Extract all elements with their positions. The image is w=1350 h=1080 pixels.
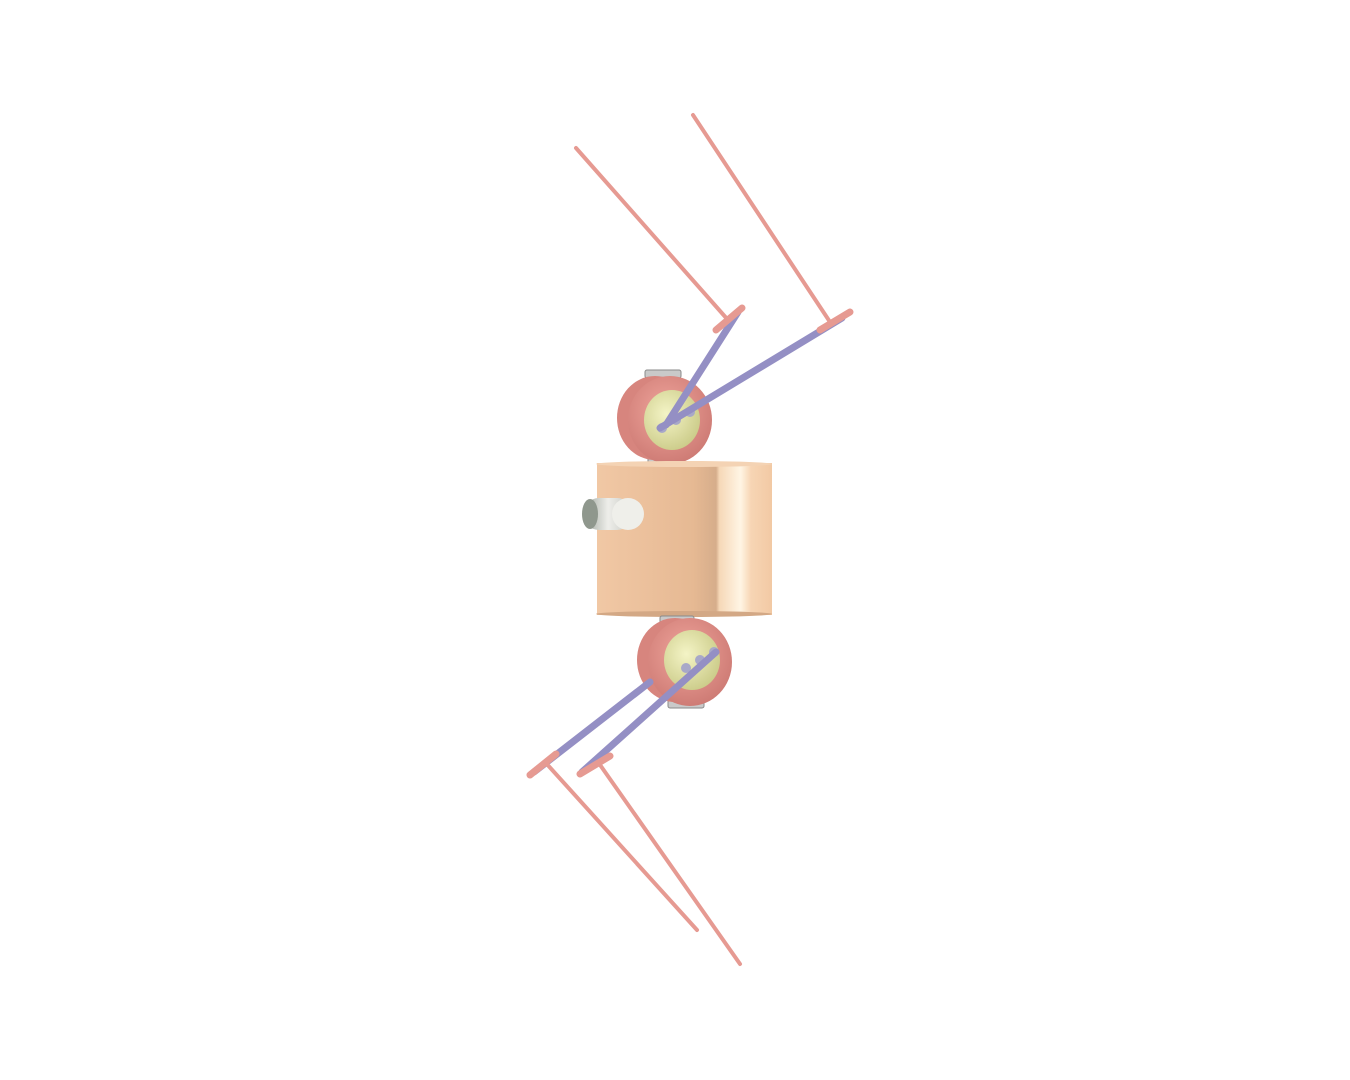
top-hip-assembly <box>617 369 712 465</box>
bottom-hip-assembly <box>637 615 732 709</box>
bottom-right-leg <box>576 648 742 966</box>
body-bottom-rim <box>596 611 772 617</box>
top-left-leg <box>574 146 746 429</box>
bottom-hip-disc <box>664 630 720 690</box>
sensor-pod-lens <box>582 499 598 529</box>
bottom-right-lower-leg <box>596 760 742 966</box>
robot-body <box>582 461 772 617</box>
bottom-right-upper-leg <box>578 648 720 776</box>
bottom-left-lower-leg <box>543 760 699 932</box>
body-top-rim <box>596 461 772 467</box>
top-right-upper-leg <box>656 314 846 432</box>
sensor-pod-cap <box>612 498 644 530</box>
top-right-knee-plate <box>816 308 854 334</box>
bottom-left-leg <box>526 678 699 932</box>
body-block <box>597 463 772 615</box>
top-right-leg <box>656 113 854 432</box>
top-left-upper-leg <box>662 308 742 429</box>
bottom-hip-bolt-1 <box>681 663 691 673</box>
top-right-lower-leg <box>691 113 832 324</box>
bottom-right-knee-plate <box>576 752 614 778</box>
top-left-lower-leg <box>574 146 730 322</box>
bottom-left-knee-plate <box>526 750 560 779</box>
sensor-pod <box>582 498 644 530</box>
